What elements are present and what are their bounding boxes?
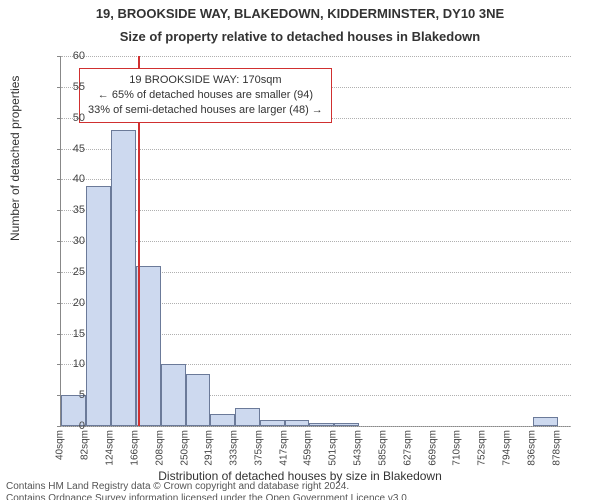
x-tick-label: 291sqm — [203, 430, 214, 466]
y-tick-label: 60 — [60, 50, 85, 62]
y-tick-label: 5 — [60, 389, 85, 401]
x-tick-label: 836sqm — [527, 430, 538, 466]
footer-line-1: Contains HM Land Registry data © Crown c… — [6, 481, 410, 493]
y-tick-label: 25 — [60, 266, 85, 278]
x-tick-label: 501sqm — [328, 430, 339, 466]
gridline — [61, 426, 571, 427]
x-tick-label: 166sqm — [129, 430, 140, 466]
x-tick-label: 669sqm — [428, 430, 439, 466]
x-tick-label: 794sqm — [502, 430, 513, 466]
x-tick-label: 878sqm — [551, 430, 562, 466]
annot-line-1: 19 BROOKSIDE WAY: 170sqm — [88, 73, 323, 88]
x-tick-label: 459sqm — [303, 430, 314, 466]
footer-attribution: Contains HM Land Registry data © Crown c… — [6, 481, 410, 500]
y-tick-label: 30 — [60, 235, 85, 247]
footer-line-2: Contains Ordnance Survey information lic… — [6, 493, 410, 500]
histogram-bar — [334, 423, 359, 426]
x-tick-label: 250sqm — [179, 430, 190, 466]
x-tick-label: 710sqm — [452, 430, 463, 466]
x-tick-label: 543sqm — [353, 430, 364, 466]
histogram-bar — [309, 423, 334, 426]
histogram-bar — [111, 130, 136, 426]
x-tick-label: 124sqm — [104, 430, 115, 466]
y-tick-label: 35 — [60, 204, 85, 216]
histogram-bar — [161, 364, 186, 426]
histogram-bar — [210, 414, 235, 426]
histogram-bar — [86, 186, 111, 427]
x-tick-label: 417sqm — [278, 430, 289, 466]
chart-container: 19, BROOKSIDE WAY, BLAKEDOWN, KIDDERMINS… — [0, 6, 600, 500]
x-tick-label: 627sqm — [403, 430, 414, 466]
y-tick-label: 20 — [60, 297, 85, 309]
histogram-bar — [285, 420, 310, 426]
x-tick-label: 208sqm — [154, 430, 165, 466]
y-tick-label: 45 — [60, 143, 85, 155]
x-tick-label: 752sqm — [477, 430, 488, 466]
x-tick-label: 82sqm — [79, 430, 90, 460]
y-tick-label: 55 — [60, 81, 85, 93]
x-tick-label: 375sqm — [253, 430, 264, 466]
histogram-bar — [533, 417, 558, 426]
annot-line-3: 33% of semi-detached houses are larger (… — [88, 103, 323, 118]
plot-area: 19 BROOKSIDE WAY: 170sqm← 65% of detache… — [60, 56, 571, 427]
x-tick-label: 585sqm — [378, 430, 389, 466]
y-axis-label: Number of detached properties — [8, 76, 22, 241]
y-tick-label: 10 — [60, 358, 85, 370]
x-tick-label: 40sqm — [55, 430, 66, 460]
y-tick-label: 15 — [60, 328, 85, 340]
x-tick-label: 333sqm — [228, 430, 239, 466]
y-tick-label: 40 — [60, 173, 85, 185]
y-tick-label: 50 — [60, 112, 85, 124]
annot-line-2: ← 65% of detached houses are smaller (94… — [88, 88, 323, 103]
chart-title-2: Size of property relative to detached ho… — [0, 29, 600, 46]
chart-title-1: 19, BROOKSIDE WAY, BLAKEDOWN, KIDDERMINS… — [0, 6, 600, 23]
histogram-bar — [260, 420, 285, 426]
histogram-bar — [235, 408, 260, 427]
annotation-box: 19 BROOKSIDE WAY: 170sqm← 65% of detache… — [79, 68, 332, 123]
histogram-bar — [186, 374, 211, 426]
